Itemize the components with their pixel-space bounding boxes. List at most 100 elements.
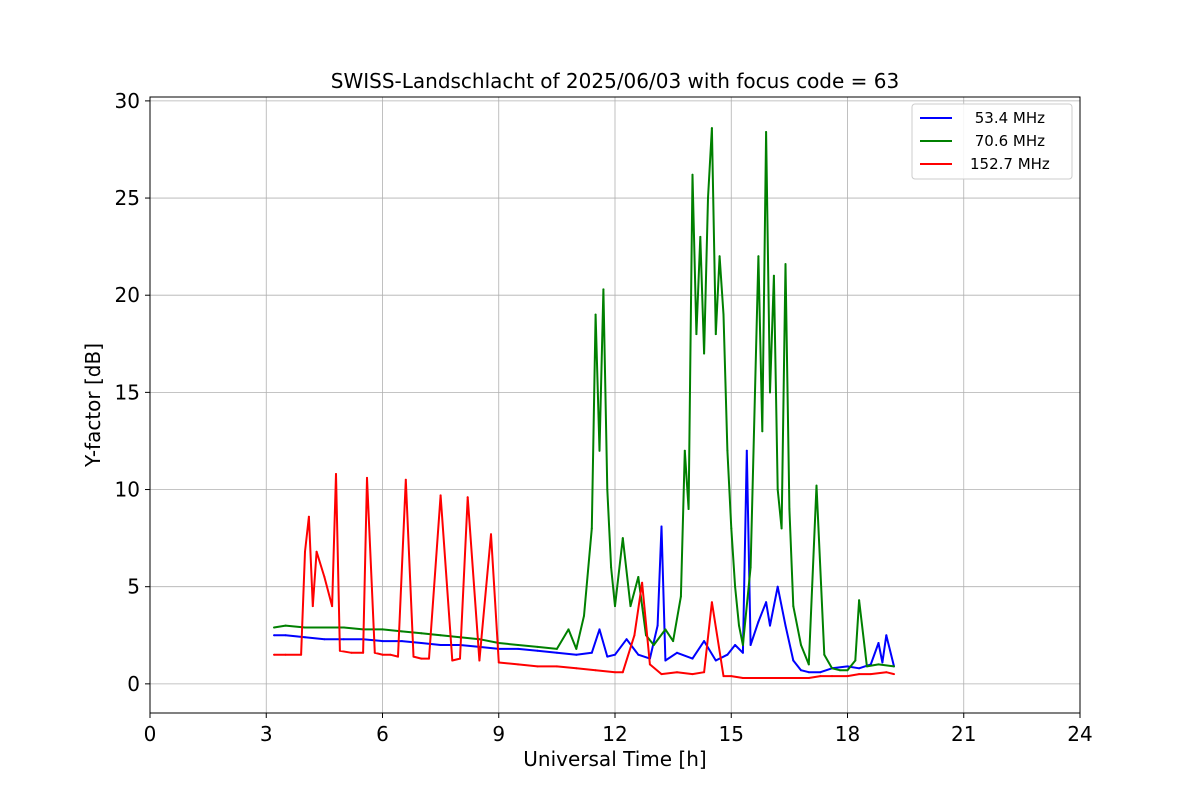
- data-point: [838, 669, 841, 672]
- series-1: [273, 449, 895, 674]
- x-tick-label: 3: [260, 722, 273, 746]
- data-point: [699, 235, 702, 238]
- data-point: [846, 675, 849, 678]
- data-point: [637, 576, 640, 578]
- data-point: [517, 663, 520, 666]
- data-point: [718, 255, 721, 258]
- data-point: [714, 333, 717, 336]
- data-point: [776, 488, 779, 491]
- y-axis-label: Y-factor [dB]: [81, 343, 105, 468]
- data-point: [590, 651, 593, 654]
- data-point: [629, 605, 632, 608]
- grid: [150, 97, 1080, 713]
- data-point: [730, 675, 733, 678]
- data-point: [776, 677, 779, 679]
- data-point: [517, 644, 520, 646]
- data-point: [792, 605, 795, 608]
- x-tick-label: 15: [719, 722, 744, 746]
- plot-series: [273, 127, 895, 679]
- data-point: [679, 595, 682, 598]
- data-point: [703, 671, 706, 674]
- data-point: [877, 663, 880, 666]
- data-point: [788, 508, 791, 510]
- data-point: [865, 665, 868, 668]
- data-point: [780, 527, 783, 530]
- x-tick-label: 9: [492, 722, 505, 746]
- data-point: [606, 488, 609, 491]
- data-point: [307, 515, 310, 518]
- data-point: [273, 626, 275, 629]
- data-point: [273, 634, 275, 637]
- x-tick-label: 12: [602, 722, 627, 746]
- data-point: [497, 661, 500, 664]
- data-point: [633, 634, 636, 637]
- data-point: [846, 669, 849, 672]
- data-point: [765, 677, 768, 679]
- data-point: [373, 651, 376, 654]
- data-point: [738, 624, 740, 627]
- data-point: [567, 628, 570, 631]
- data-point: [757, 255, 760, 258]
- data-point: [304, 636, 306, 639]
- data-point: [788, 677, 791, 679]
- data-point: [765, 131, 768, 133]
- x-tick-label: 24: [1067, 722, 1092, 746]
- data-point: [652, 644, 655, 646]
- chart-title: SWISS-Landschlacht of 2025/06/03 with fo…: [331, 69, 899, 93]
- data-point: [439, 634, 442, 637]
- data-point: [389, 653, 392, 656]
- data-point: [342, 638, 345, 641]
- legend-label: 70.6 MHz: [970, 132, 1045, 150]
- data-point: [726, 653, 729, 656]
- data-point: [691, 173, 694, 176]
- data-point: [800, 677, 802, 679]
- data-point: [331, 605, 334, 608]
- data-point: [722, 313, 725, 316]
- x-axis-label: Universal Time [h]: [523, 747, 706, 771]
- data-point: [757, 620, 760, 623]
- data-point: [703, 640, 706, 643]
- data-point: [776, 585, 779, 588]
- data-point: [397, 655, 399, 658]
- data-point: [831, 675, 833, 678]
- data-point: [300, 653, 303, 656]
- legend: 53.4 MHz 70.6 MHz 152.7 MHz: [911, 103, 1073, 180]
- data-point: [893, 665, 895, 668]
- data-point: [575, 647, 578, 650]
- data-point: [823, 653, 826, 656]
- data-point: [772, 274, 775, 277]
- data-point: [614, 605, 616, 608]
- data-point: [784, 624, 787, 627]
- data-point: [885, 634, 888, 637]
- data-point: [536, 645, 539, 648]
- data-point: [722, 675, 725, 678]
- data-point: [490, 533, 492, 536]
- data-point: [703, 352, 706, 355]
- data-point: [749, 566, 752, 569]
- data-point: [614, 671, 616, 674]
- data-point: [660, 673, 663, 676]
- data-point: [769, 624, 771, 627]
- data-point: [800, 644, 802, 646]
- data-point: [734, 585, 737, 588]
- data-point: [284, 653, 287, 656]
- data-point: [753, 677, 756, 679]
- x-tick-label: 18: [835, 722, 860, 746]
- data-point: [676, 651, 678, 654]
- data-point: [400, 630, 403, 633]
- data-point: [311, 605, 314, 608]
- data-point: [730, 527, 733, 530]
- data-point: [323, 576, 326, 578]
- data-point: [858, 667, 861, 670]
- data-point: [594, 669, 597, 672]
- data-point: [583, 614, 585, 617]
- data-point: [536, 665, 539, 668]
- data-point: [664, 659, 667, 662]
- data-point: [478, 659, 481, 662]
- data-point: [606, 655, 609, 658]
- data-point: [362, 651, 365, 654]
- data-point: [381, 653, 384, 656]
- data-point: [749, 644, 752, 646]
- data-point: [621, 537, 624, 540]
- axis-ticks: 0 3 6 9 12 15 18 21 24 0 5 10 15 20 25 30: [115, 89, 1093, 746]
